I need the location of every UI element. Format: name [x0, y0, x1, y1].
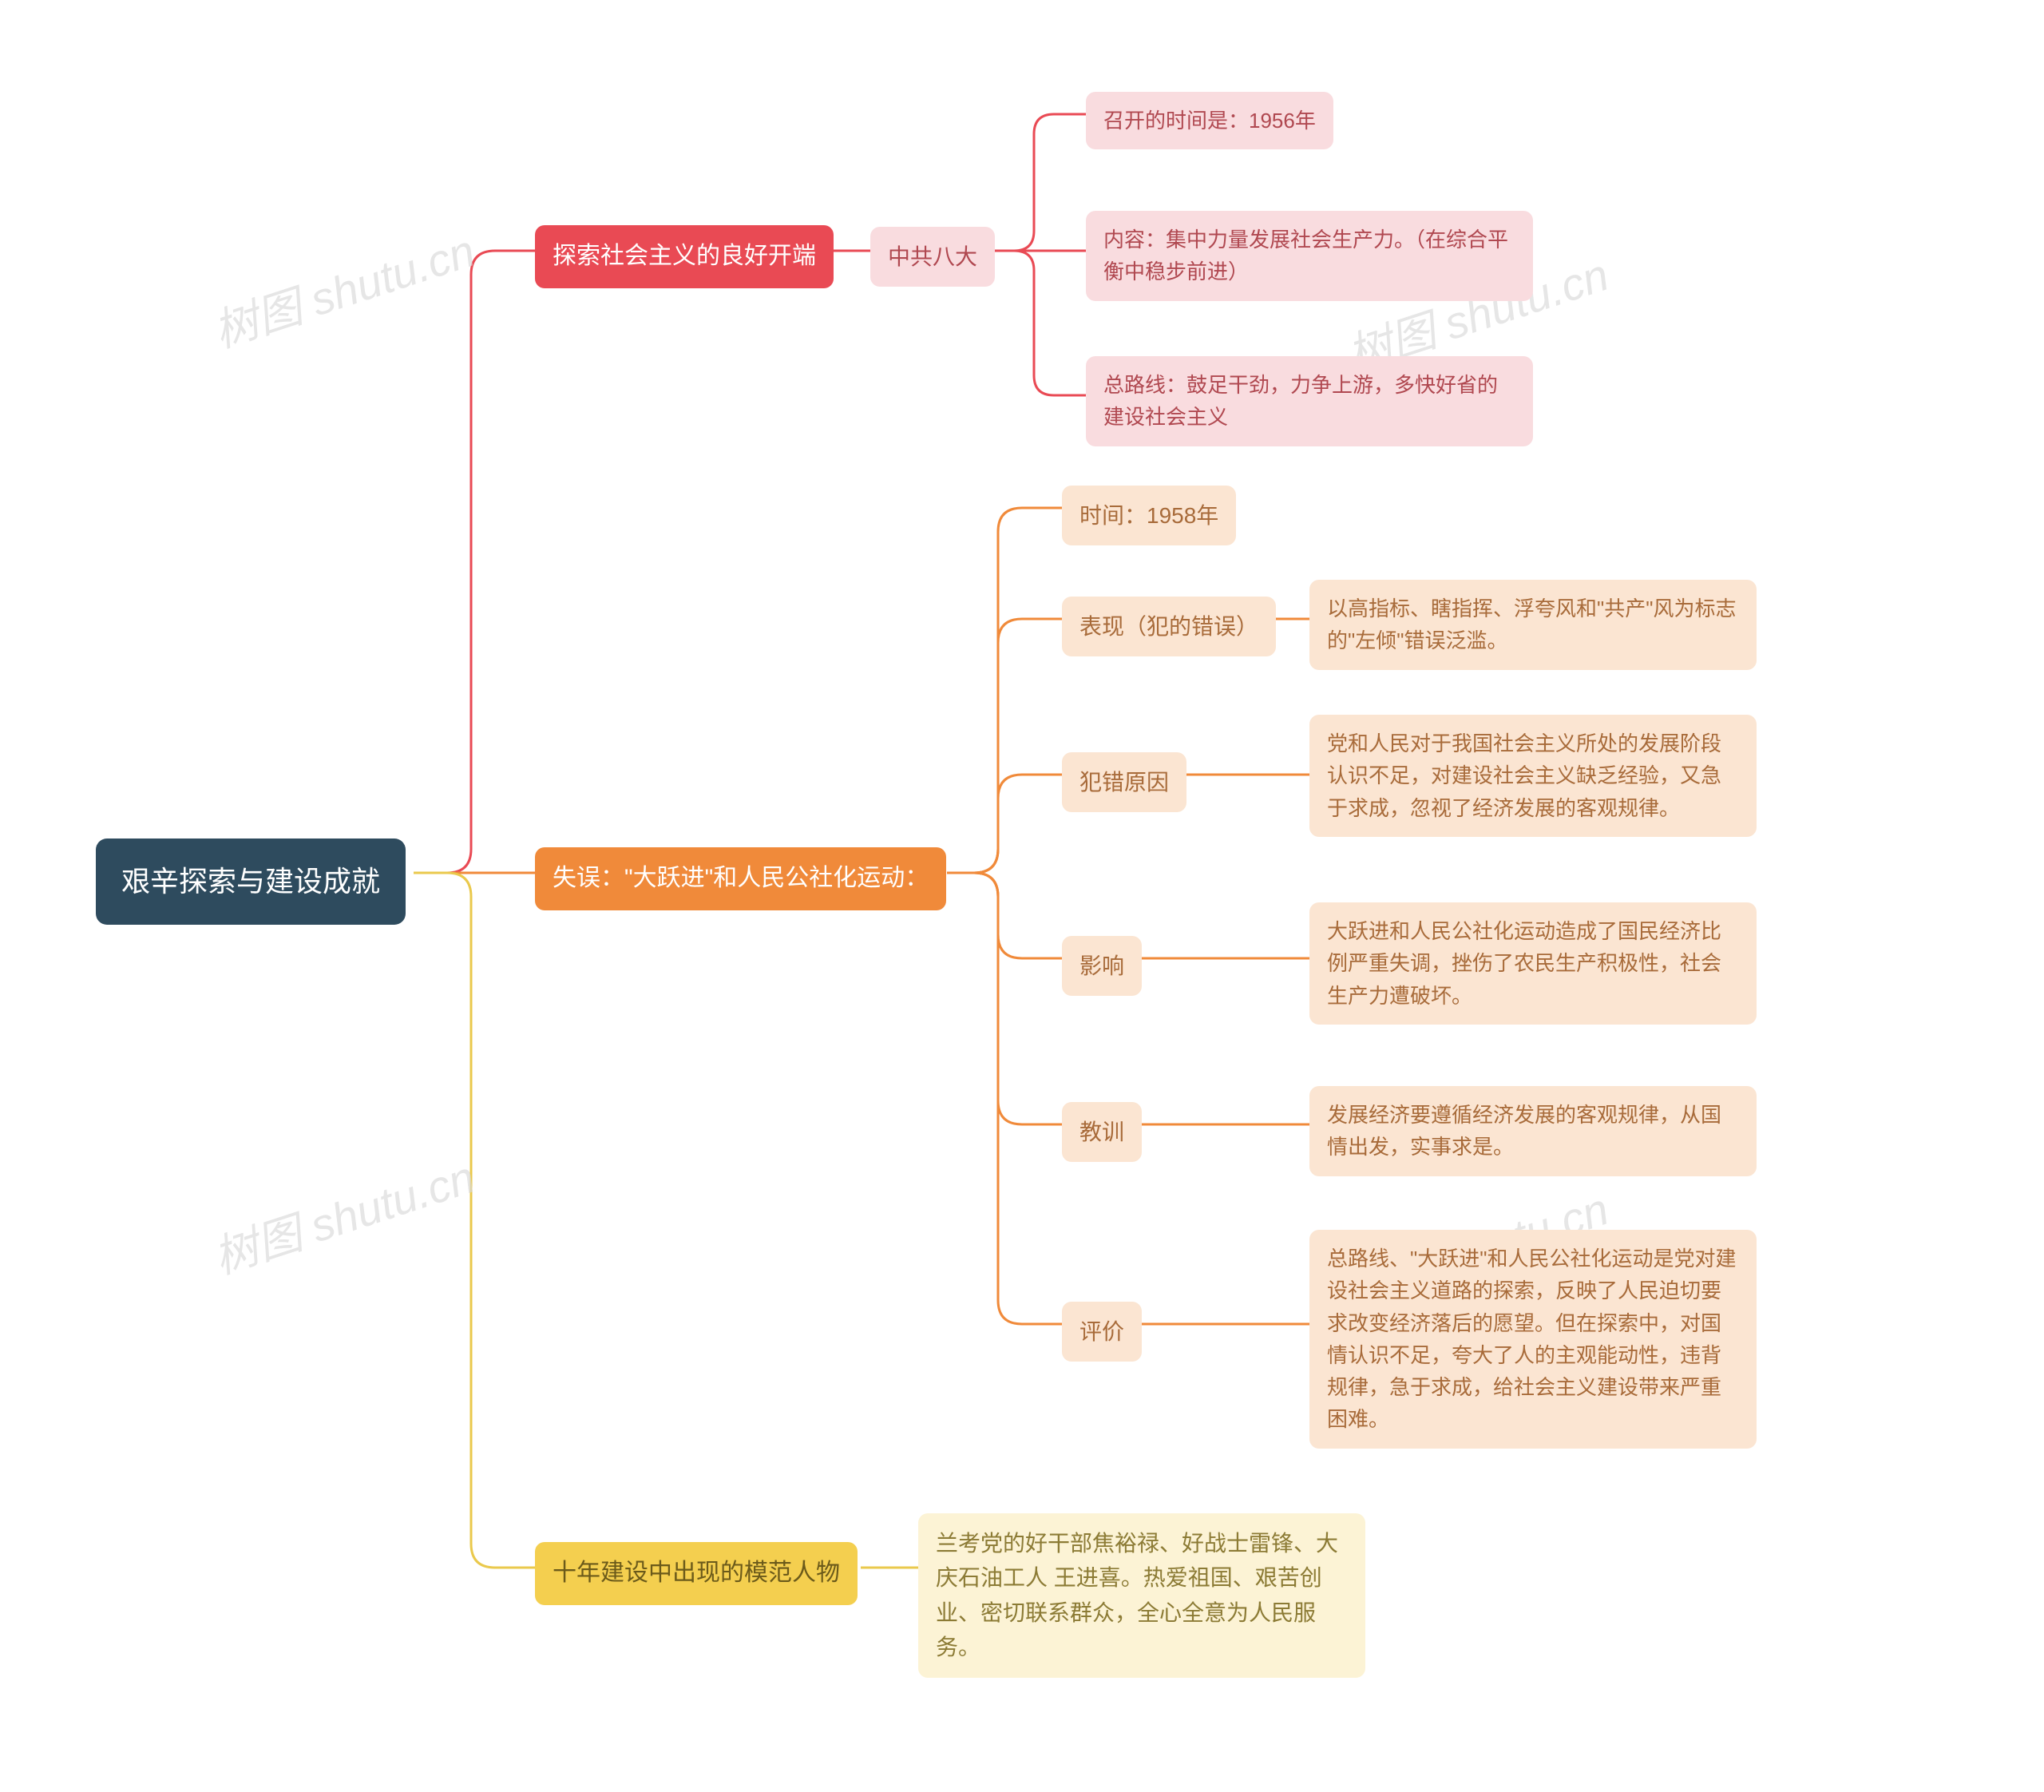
leaf-m-impact-d: 大跃进和人民公社化运动造成了国民经济比例严重失调，挫伤了农民生产积极性，社会生产…	[1309, 902, 1757, 1025]
root-node: 艰辛探索与建设成就	[96, 839, 406, 925]
leaf-m-reason-d: 党和人民对于我国社会主义所处的发展阶段认识不足，对建设社会主义缺乏经验，又急于求…	[1309, 715, 1757, 837]
node-m-reason: 犯错原因	[1062, 752, 1186, 812]
branch-label: 失误："大跃进"和人民公社化运动：	[553, 860, 929, 898]
leaf-cpc8-content: 内容：集中力量发展社会生产力。（在综合平衡中稳步前进）	[1086, 211, 1533, 301]
leaf-label: 党和人民对于我国社会主义所处的发展阶段认识不足，对建设社会主义缺乏经验，又急于求…	[1327, 728, 1739, 824]
leaf-label: 大跃进和人民公社化运动造成了国民经济比例严重失调，挫伤了农民生产积极性，社会生产…	[1327, 915, 1739, 1012]
branch-label: 十年建设中出现的模范人物	[553, 1555, 840, 1592]
leaf-m-eval-d: 总路线、"大跃进"和人民公社化运动是党对建设社会主义道路的探索，反映了人民迫切要…	[1309, 1230, 1757, 1449]
node-label: 犯错原因	[1079, 765, 1169, 799]
leaf-label: 总路线：鼓足干劲，力争上游，多快好省的建设社会主义	[1103, 369, 1515, 434]
node-m-biaoxian: 表现（犯的错误）	[1062, 597, 1276, 656]
leaf-models-d: 兰考党的好干部焦裕禄、好战士雷锋、大庆石油工人 王进喜。热爱祖国、艰苦创业、密切…	[918, 1513, 1365, 1678]
node-m-lesson: 教训	[1062, 1102, 1142, 1162]
node-m-eval: 评价	[1062, 1302, 1142, 1362]
node-label: 影响	[1079, 949, 1124, 983]
leaf-cpc8-time: 召开的时间是：1956年	[1086, 92, 1333, 149]
node-label: 教训	[1079, 1115, 1124, 1149]
watermark: 树图 shutu.cn	[204, 216, 482, 361]
branch-mistakes: 失误："大跃进"和人民公社化运动：	[535, 847, 946, 910]
leaf-m-lesson-d: 发展经济要遵循经济发展的客观规律，从国情出发，实事求是。	[1309, 1086, 1757, 1176]
node-label: 表现（犯的错误）	[1079, 609, 1258, 644]
branch-good-start: 探索社会主义的良好开端	[535, 225, 834, 288]
leaf-cpc8-line: 总路线：鼓足干劲，力争上游，多快好省的建设社会主义	[1086, 356, 1533, 446]
leaf-label: 内容：集中力量发展社会生产力。（在综合平衡中稳步前进）	[1103, 224, 1515, 288]
leaf-label: 发展经济要遵循经济发展的客观规律，从国情出发，实事求是。	[1327, 1099, 1739, 1164]
leaf-label: 召开的时间是：1956年	[1103, 105, 1316, 137]
leaf-label: 兰考党的好干部焦裕禄、好战士雷锋、大庆石油工人 王进喜。热爱祖国、艰苦创业、密切…	[936, 1526, 1348, 1665]
node-label: 评价	[1079, 1314, 1124, 1349]
node-label: 时间：1958年	[1079, 498, 1218, 533]
leaf-label: 总路线、"大跃进"和人民公社化运动是党对建设社会主义道路的探索，反映了人民迫切要…	[1327, 1243, 1739, 1436]
leaf-label: 以高指标、瞎指挥、浮夸风和"共产"风为标志的"左倾"错误泛滥。	[1327, 593, 1739, 657]
branch-models: 十年建设中出现的模范人物	[535, 1542, 858, 1605]
watermark: 树图 shutu.cn	[204, 1142, 482, 1287]
node-cpc8: 中共八大	[870, 227, 995, 287]
root-label: 艰辛探索与建设成就	[121, 859, 380, 904]
node-m-impact: 影响	[1062, 936, 1142, 996]
branch-label: 探索社会主义的良好开端	[553, 238, 816, 276]
leaf-m-biaoxian-d: 以高指标、瞎指挥、浮夸风和"共产"风为标志的"左倾"错误泛滥。	[1309, 580, 1757, 670]
node-m-time: 时间：1958年	[1062, 486, 1236, 545]
node-label: 中共八大	[888, 240, 977, 274]
